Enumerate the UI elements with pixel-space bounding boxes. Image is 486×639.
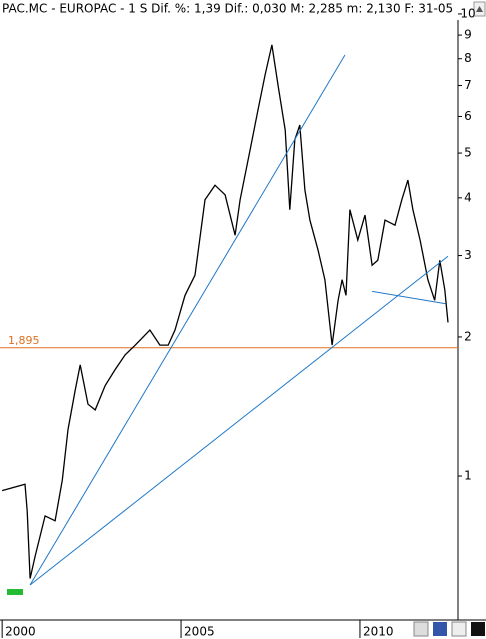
y-tick-label: 3 — [464, 248, 472, 262]
level-label: 1,895 — [8, 334, 40, 347]
toolbar — [413, 621, 485, 637]
x-tick-label: 2005 — [184, 625, 215, 639]
tool-button[interactable] — [413, 621, 429, 637]
y-tick-label: 6 — [464, 109, 472, 123]
trendline — [29, 54, 346, 586]
x-tick-label: 2000 — [5, 625, 36, 639]
x-tick-label: 2010 — [363, 625, 394, 639]
scroll-arrow — [476, 6, 483, 12]
pin-button[interactable] — [451, 621, 467, 637]
trendline — [29, 255, 449, 586]
price-line — [1, 44, 449, 579]
chart-title: PAC.MC - EUROPAC - 1 S Dif. %: 1,39 Dif.… — [2, 2, 453, 16]
y-tick-label: 4 — [464, 190, 472, 204]
y-tick-label: 1 — [464, 469, 472, 483]
y-tick-label: 5 — [464, 146, 472, 160]
y-tick-label: 8 — [464, 51, 472, 65]
y-tick-label: 10 — [460, 6, 475, 20]
close-button[interactable] — [471, 622, 485, 636]
save-button[interactable] — [433, 622, 447, 636]
y-tick-label: 7 — [464, 78, 472, 92]
trendline — [372, 290, 446, 305]
y-tick-label: 2 — [464, 329, 472, 343]
y-tick-label: 9 — [464, 28, 472, 42]
marker — [7, 589, 23, 595]
